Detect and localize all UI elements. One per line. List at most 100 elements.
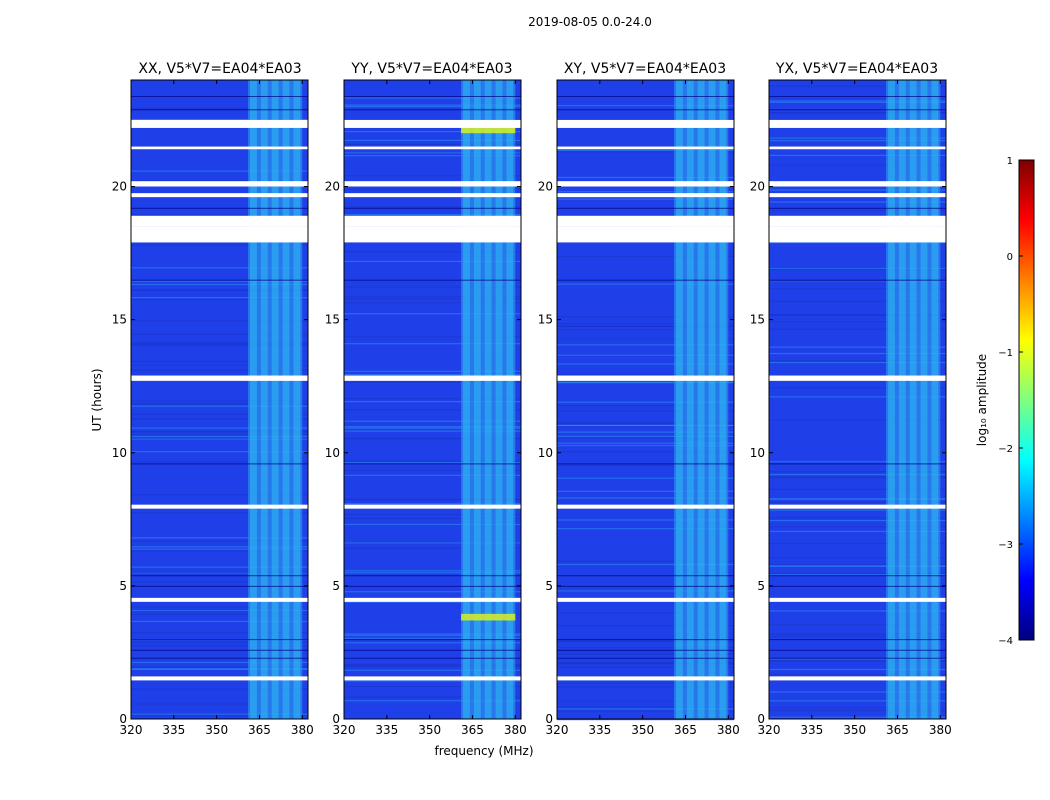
noise-streak — [769, 707, 946, 709]
colorbar-tick-label: −2 — [998, 444, 1013, 455]
rfi-subband — [293, 80, 301, 719]
x-tick-label: 320 — [120, 723, 143, 737]
noise-streak — [769, 564, 946, 566]
noise-streak — [769, 328, 946, 330]
x-axis-label: frequency (MHz) — [434, 744, 533, 758]
noise-streak — [131, 280, 308, 282]
noise-streak — [557, 519, 734, 521]
noise-streak — [769, 470, 946, 473]
noise-streak — [557, 401, 734, 403]
noise-streak — [769, 556, 946, 559]
noise-streak — [557, 354, 734, 356]
noise-streak — [131, 364, 308, 366]
noise-streak — [344, 664, 521, 666]
noise-streak — [131, 451, 308, 453]
y-tick-label: 15 — [112, 313, 127, 327]
dark-line — [344, 109, 521, 111]
dark-line — [131, 649, 308, 651]
noise-streak — [557, 410, 734, 412]
noise-streak — [131, 548, 308, 550]
noise-streak — [344, 666, 521, 668]
colorbar-tick-label: 1 — [1007, 156, 1013, 167]
dark-line — [131, 585, 308, 587]
y-tick-label: 0 — [332, 712, 340, 726]
y-tick-label: 5 — [757, 579, 765, 593]
noise-streak — [557, 149, 734, 152]
noise-streak — [769, 473, 946, 476]
noise-streak — [557, 423, 734, 425]
x-tick-label: 350 — [843, 723, 866, 737]
noise-streak — [557, 653, 734, 656]
noise-streak — [131, 289, 308, 291]
noise-streak — [769, 519, 946, 522]
noise-streak — [131, 434, 308, 436]
noise-streak — [131, 666, 308, 668]
noise-streak — [769, 635, 946, 638]
noise-streak — [769, 268, 946, 271]
noise-streak — [557, 338, 734, 340]
noise-streak — [769, 659, 946, 662]
colorbar-label: log₁₀ amplitude — [975, 354, 989, 446]
noise-streak — [769, 209, 946, 211]
y-tick-label: 15 — [538, 313, 553, 327]
dark-line — [131, 279, 308, 281]
noise-streak — [131, 641, 308, 644]
rfi-subband — [888, 80, 895, 719]
noise-streak — [344, 517, 521, 519]
noise-streak — [131, 369, 308, 371]
noise-streak — [557, 373, 734, 375]
noise-streak — [344, 513, 521, 516]
noise-streak — [131, 610, 308, 612]
dark-line — [344, 463, 521, 465]
noise-streak — [557, 682, 734, 684]
noise-streak — [344, 343, 521, 345]
noise-streak — [557, 718, 734, 721]
noise-streak — [344, 572, 521, 574]
flagged-row — [769, 119, 946, 128]
noise-streak — [769, 517, 946, 519]
flagged-row — [557, 119, 734, 128]
noise-streak — [769, 288, 946, 290]
noise-streak — [557, 477, 734, 479]
y-tick-label: 10 — [538, 446, 553, 460]
colorbar-tick-label: −1 — [998, 348, 1013, 359]
noise-streak — [131, 170, 308, 172]
noise-streak — [769, 610, 946, 612]
colorbar: 1 0 −1 −2 −3 −4 log₁₀ amplitude — [975, 156, 1035, 647]
dark-line — [769, 463, 946, 465]
flagged-row — [557, 597, 734, 602]
dark-line — [769, 575, 946, 577]
noise-streak — [557, 700, 734, 702]
flagged-row — [131, 597, 308, 602]
x-tick-label: 365 — [674, 723, 697, 737]
noise-streak — [344, 634, 521, 636]
flagged-row — [344, 504, 521, 509]
x-tick-label: 320 — [758, 723, 781, 737]
noise-streak — [557, 625, 734, 627]
dark-line — [344, 585, 521, 587]
x-tick-label: 365 — [461, 723, 484, 737]
noise-streak — [344, 637, 521, 639]
noise-streak — [557, 662, 734, 664]
dark-line — [344, 657, 521, 659]
dark-line — [769, 109, 946, 111]
noise-streak — [769, 101, 946, 103]
flagged-row — [344, 676, 521, 681]
rfi-strong — [461, 613, 516, 621]
noise-streak — [769, 488, 946, 490]
noise-streak — [769, 346, 946, 348]
noise-streak — [344, 286, 521, 288]
dark-line — [557, 649, 734, 651]
noise-streak — [131, 703, 308, 705]
dark-line — [131, 95, 308, 97]
noise-streak — [557, 151, 734, 153]
flagged-row — [131, 146, 308, 150]
noise-streak — [131, 540, 308, 542]
dark-line — [769, 649, 946, 651]
noise-streak — [557, 424, 734, 426]
noise-streak — [769, 477, 946, 479]
noise-streak — [344, 437, 521, 439]
x-tick-label: 320 — [546, 723, 569, 737]
noise-streak — [769, 476, 946, 478]
